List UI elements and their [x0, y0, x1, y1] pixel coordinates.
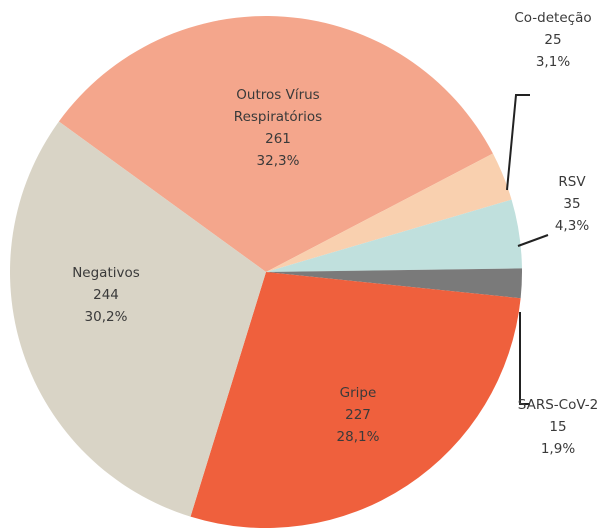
slice-label: Gripe [340, 385, 377, 401]
value-label: 227 [345, 407, 371, 423]
leader-line [519, 312, 530, 405]
percent-label: 30,2% [85, 309, 128, 325]
leader-line [517, 234, 549, 247]
slice-label: Negativos [72, 265, 140, 281]
value-label: 15 [549, 419, 566, 435]
percent-label: 4,3% [555, 218, 589, 234]
pie-slice [190, 272, 521, 529]
percent-label: 32,3% [257, 153, 300, 169]
slice-label: SARS-CoV-2 [518, 397, 598, 413]
slice-label: RSV [558, 174, 586, 190]
value-label: 244 [93, 287, 119, 303]
leader-line [506, 94, 530, 191]
pie-slice [266, 268, 522, 299]
value-label: 25 [544, 32, 561, 48]
percent-label: 28,1% [337, 429, 380, 445]
slice-label: Outros Vírus Respiratórios [234, 87, 322, 125]
pie-slice [266, 153, 512, 272]
percent-label: 3,1% [536, 54, 570, 70]
percent-label: 1,9% [541, 441, 575, 457]
slice-label: Co-deteção [514, 10, 591, 26]
pie-slice [58, 16, 493, 273]
pie-slice [9, 121, 267, 517]
pie-slice [266, 199, 522, 272]
value-label: 261 [265, 131, 291, 147]
value-label: 35 [563, 196, 580, 212]
